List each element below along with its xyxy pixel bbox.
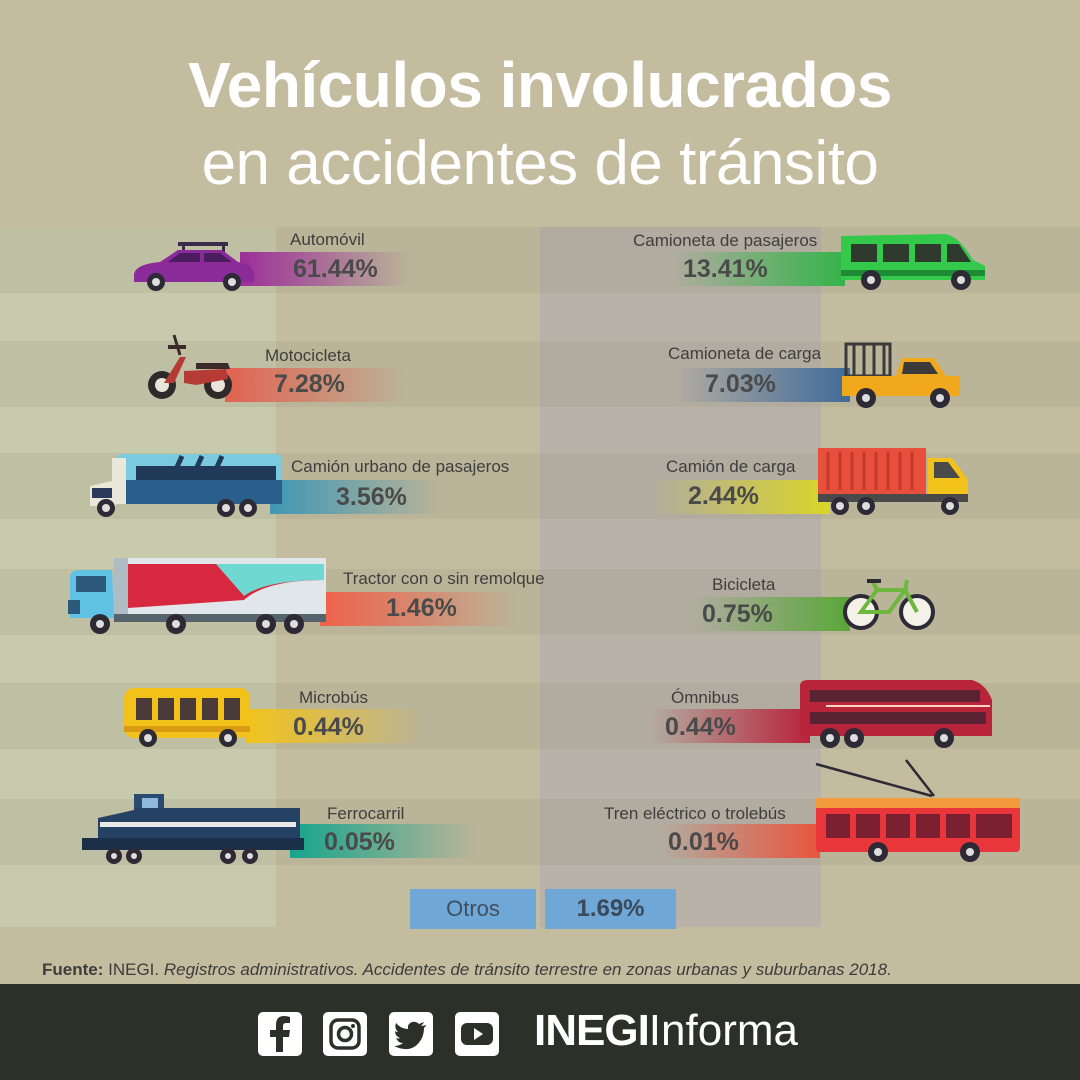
label-bicicleta: Bicicleta: [712, 575, 776, 594]
label-omnibus: Ómnibus: [671, 688, 740, 707]
bar-camion-urbano: [270, 480, 440, 514]
value-tractor: 1.46%: [386, 594, 457, 622]
microbus-icon: [122, 686, 252, 750]
source-text: Registros administrativos. Accidentes de…: [163, 960, 892, 979]
value-camioneta-pasajeros: 13.41%: [683, 255, 768, 283]
bar-motocicleta: [225, 368, 405, 402]
label-microbus: Microbús: [299, 688, 368, 707]
youtube-icon[interactable]: [455, 1012, 499, 1056]
trolleybus-icon: [812, 758, 1024, 866]
bar-trolebus: [660, 824, 820, 858]
otros-value: 1.69%: [545, 889, 676, 929]
bar-microbus: [245, 709, 425, 743]
bicycle-icon: [841, 574, 937, 632]
double-decker-bus-icon: [796, 676, 1000, 750]
cargo-truck-icon: [816, 444, 974, 518]
passenger-van-icon: [837, 228, 989, 294]
title-line-2: en accidentes de tránsito: [201, 129, 879, 198]
label-camion-carga: Camión de carga: [666, 457, 796, 476]
label-camioneta-carga: Camioneta de carga: [668, 344, 822, 363]
pickup-truck-icon: [838, 340, 964, 410]
label-camion-urbano: Camión urbano de pasajeros: [291, 457, 510, 476]
source-org: INEGI.: [108, 960, 160, 979]
value-motocicleta: 7.28%: [274, 370, 345, 398]
label-tractor: Tractor con o sin remolque: [343, 569, 545, 588]
motorcycle-icon: [144, 333, 236, 403]
instagram-icon[interactable]: [323, 1012, 367, 1056]
facebook-icon[interactable]: [258, 1012, 302, 1056]
bar-tractor: [320, 592, 520, 626]
brand-bold: INEGI: [534, 1006, 650, 1055]
value-trolebus: 0.01%: [668, 828, 739, 856]
bar-bicicleta: [690, 597, 850, 631]
bar-camion-carga: [650, 480, 830, 514]
value-bicicleta: 0.75%: [702, 600, 773, 628]
label-ferrocarril: Ferrocarril: [327, 804, 405, 823]
value-omnibus: 0.44%: [665, 713, 736, 741]
twitter-icon[interactable]: [389, 1012, 433, 1056]
label-trolebus: Tren eléctrico o trolebús: [604, 804, 786, 823]
train-icon: [78, 790, 304, 868]
source-note: Fuente: INEGI. Registros administrativos…: [42, 960, 892, 980]
title-line-1: Vehículos involucrados: [188, 49, 892, 121]
city-bus-icon: [86, 452, 286, 520]
otros-label: Otros: [410, 889, 536, 929]
value-camion-urbano: 3.56%: [336, 483, 407, 511]
tractor-trailer-icon: [66, 556, 328, 638]
brand-logo: INEGIInforma: [534, 1006, 798, 1056]
brand-regular: Informa: [648, 1006, 798, 1055]
bar-omnibus: [650, 709, 810, 743]
value-microbus: 0.44%: [293, 713, 364, 741]
label-motocicleta: Motocicleta: [265, 346, 351, 365]
value-camioneta-carga: 7.03%: [705, 370, 776, 398]
right-column-background: [540, 227, 821, 927]
bar-camioneta-carga: [675, 368, 850, 402]
label-camioneta-pasajeros: Camioneta de pasajeros: [633, 231, 818, 250]
bar-automovil: [240, 252, 410, 286]
bar-ferrocarril: [290, 824, 475, 858]
value-ferrocarril: 0.05%: [324, 828, 395, 856]
value-camion-carga: 2.44%: [688, 482, 759, 510]
bar-camioneta-pasajeros: [670, 252, 845, 286]
value-automovil: 61.44%: [293, 255, 378, 283]
car-icon: [130, 240, 256, 294]
label-automovil: Automóvil: [290, 230, 365, 249]
source-prefix: Fuente:: [42, 960, 104, 979]
footer-bar: [0, 984, 1080, 1080]
